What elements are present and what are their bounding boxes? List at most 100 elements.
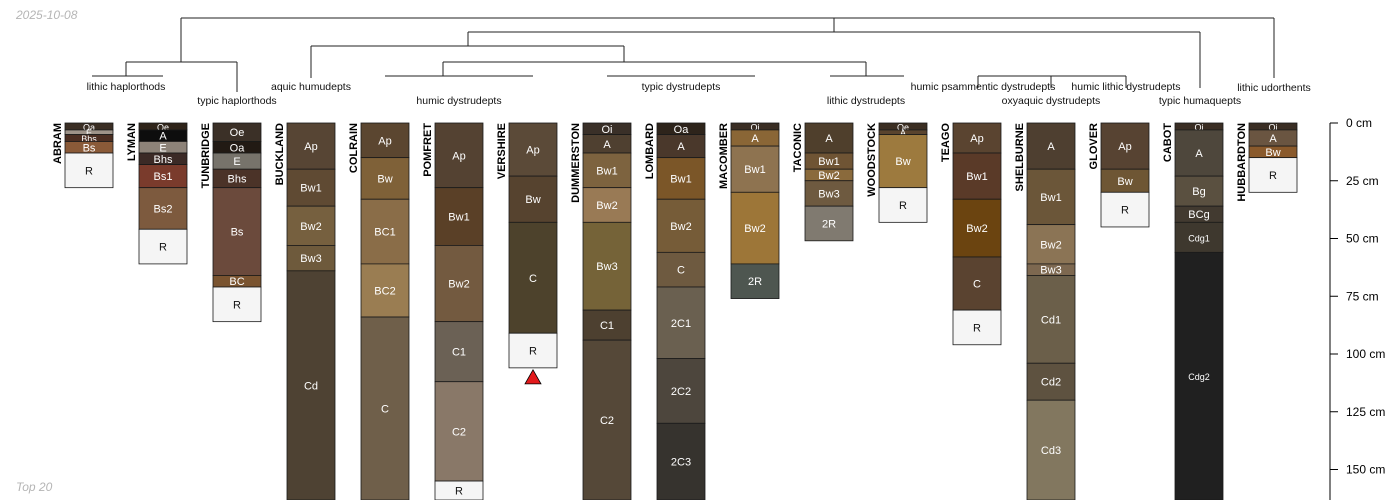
profile-vershire: Ap Bw C R VERSHIRE — [496, 122, 558, 385]
horizon-label: E — [159, 142, 166, 154]
horizon-lombard-2c3 — [656, 422, 706, 500]
horizon-label: Cd — [304, 380, 318, 392]
horizon-label: Ap — [1118, 141, 1131, 153]
depth-axis: 0 cm 25 cm 50 cm 75 cm 100 cm 125 cm 150 cm — [1329, 116, 1385, 500]
horizon-teago-r — [952, 309, 1002, 346]
taxon-label: humic psammentic dystrudepts — [911, 81, 1056, 93]
horizon-taconic-2r — [804, 205, 854, 242]
horizon-cabot-a — [1174, 129, 1224, 177]
horizon-label: R — [1121, 205, 1129, 217]
horizon-shelburne-bw1 — [1026, 168, 1076, 226]
horizon-tunbridge-r — [212, 286, 262, 323]
profile-tunbridge: Oe Oa E Bhs Bs BC R TUNBRIDGE — [200, 122, 262, 323]
profile-woodstock: OeA Bw R WOODSTOCK — [866, 122, 928, 223]
horizon-label: BCg — [1188, 209, 1209, 221]
footer-label: Top 20 — [16, 480, 53, 494]
profile-taconic: A Bw1 Bw2 Bw3 2R TACONIC — [792, 122, 854, 242]
profile-name: POMFRET — [422, 123, 434, 177]
horizon-label: Bw3 — [818, 188, 839, 200]
profile-glover: Ap Bw R GLOVER — [1088, 122, 1150, 228]
horizon-teago-c — [952, 256, 1002, 311]
horizon-label: Bhs — [154, 154, 173, 166]
horizon-label: E — [233, 156, 240, 168]
horizon-label: Bhs — [81, 134, 97, 144]
horizon-label: Bs2 — [154, 203, 173, 215]
profile-name: SHELBURNE — [1014, 123, 1026, 191]
horizon-label: Oi — [1195, 122, 1204, 132]
horizon-colrain-ap — [360, 122, 410, 159]
horizon-label: Bw3 — [596, 261, 617, 273]
horizon-label: Bhs — [228, 173, 247, 185]
horizon-label: R — [1269, 170, 1277, 182]
horizon-label: C1 — [452, 347, 466, 359]
horizon-vershire-c — [508, 221, 558, 334]
profile-name: COLRAIN — [348, 123, 360, 173]
profile-name: VERSHIRE — [496, 123, 508, 179]
horizon-label: Oa — [674, 124, 690, 136]
axis-tick-label: 25 cm — [1346, 174, 1379, 188]
horizon-shelburne-cd2 — [1026, 362, 1076, 401]
horizon-label: C1 — [600, 320, 614, 332]
horizon-label: A — [825, 133, 833, 145]
horizon-colrain-bw — [360, 157, 410, 200]
taxon-label: lithic udorthents — [1237, 82, 1311, 94]
horizon-label: Bw1 — [300, 183, 321, 195]
horizon-cabot-bg — [1174, 175, 1224, 207]
horizon-vershire-bw — [508, 175, 558, 223]
horizon-label: Bs — [231, 227, 244, 239]
horizon-label: 2C3 — [671, 457, 691, 469]
horizon-label: Cd3 — [1041, 445, 1061, 457]
horizon-pomfret-bw2 — [434, 245, 484, 323]
horizon-label: Oe — [230, 127, 245, 139]
horizon-label: Cdg1 — [1188, 233, 1210, 243]
dendrogram — [92, 17, 1275, 92]
horizon-label: BC1 — [374, 227, 395, 239]
horizon-label: Bg — [1192, 186, 1205, 198]
taxon-label: lithic dystrudepts — [827, 95, 905, 107]
profile-dummerston: Oi A Bw1 Bw2 Bw3 C1 C2 DUMMERSTON — [570, 122, 632, 500]
horizon-buckland-bw2 — [286, 205, 336, 246]
horizon-colrain-bc2 — [360, 263, 410, 318]
horizon-label: Bw1 — [1040, 192, 1061, 204]
horizon-label: A — [1047, 141, 1055, 153]
horizon-label: Oa — [83, 122, 95, 132]
horizon-teago-ap — [952, 122, 1002, 154]
horizon-cabot-cdg2 — [1174, 251, 1224, 500]
taxon-label: humic dystrudepts — [416, 95, 501, 107]
horizon-shelburne-cd1 — [1026, 275, 1076, 364]
horizon-label: Bw1 — [966, 171, 987, 183]
taxon-label: aquic humudepts — [271, 81, 351, 93]
profile-name: BUCKLAND — [274, 123, 286, 185]
horizon-taconic-bw3 — [804, 180, 854, 207]
horizon-label: Oe — [157, 122, 169, 132]
profile-colrain: Ap Bw BC1 BC2 C COLRAIN — [348, 122, 410, 500]
horizon-label: Bw1 — [818, 156, 839, 168]
horizon-taconic-a — [804, 122, 854, 154]
horizon-label: R — [529, 346, 537, 358]
horizon-dummerston-bw1 — [582, 152, 632, 189]
horizon-label: Ap — [378, 135, 391, 147]
horizon-tunbridge-bs — [212, 187, 262, 276]
horizon-label: Bw2 — [966, 223, 987, 235]
taxon-label: oxyaquic dystrudepts — [1002, 95, 1101, 107]
profile-name: TEAGO — [940, 123, 952, 163]
horizon-label: 2C1 — [671, 318, 691, 330]
horizon-label: Bs — [83, 142, 96, 154]
horizon-label: Bw1 — [744, 164, 765, 176]
profile-name: HUBBARDTON — [1236, 123, 1248, 202]
horizon-shelburne-a — [1026, 122, 1076, 170]
horizon-vershire-r — [508, 332, 558, 369]
profile-name: LYMAN — [126, 123, 138, 161]
profile-buckland: Ap Bw1 Bw2 Bw3 Cd BUCKLAND — [274, 122, 336, 500]
horizon-label: Oa — [230, 142, 246, 154]
horizon-label: E — [86, 128, 92, 138]
horizon-label: R — [973, 322, 981, 334]
horizon-label: Oi — [1269, 122, 1278, 132]
horizon-label: C — [973, 279, 981, 291]
taxa-labels: lithic haplorthods typic haplorthods aquic… — [87, 81, 1311, 107]
horizon-pomfret-ap — [434, 122, 484, 189]
horizon-label: A — [900, 128, 906, 138]
horizon-label: Oi — [751, 122, 760, 132]
